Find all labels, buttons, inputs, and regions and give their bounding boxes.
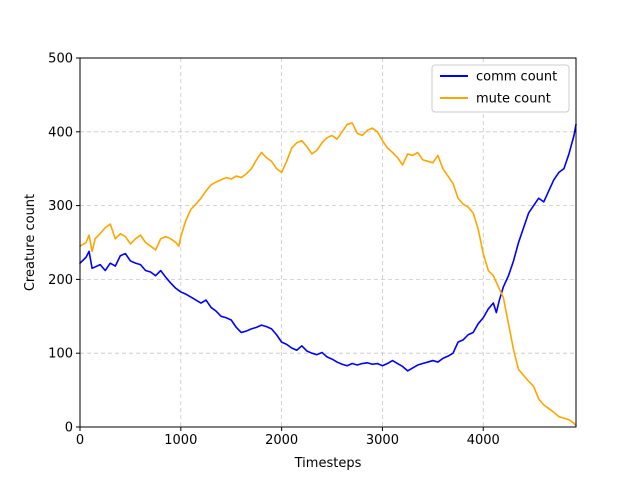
x-tick-label: 4000 bbox=[467, 433, 500, 448]
legend-label-mute-count: mute count bbox=[476, 92, 551, 107]
series-lines bbox=[79, 122, 577, 427]
grid bbox=[80, 58, 576, 427]
plot-frame bbox=[79, 57, 577, 428]
y-tick-label: 200 bbox=[48, 273, 73, 288]
axis-ticks: 0 1000 2000 3000 4000 0 100 200 300 400 500 bbox=[48, 52, 500, 449]
y-tick-label: 300 bbox=[48, 199, 73, 214]
x-tick-label: 3000 bbox=[366, 433, 399, 448]
y-tick-label: 500 bbox=[48, 52, 73, 67]
y-axis-label: Creature count bbox=[23, 194, 38, 291]
legend: comm count mute count bbox=[431, 64, 570, 113]
y-tick-label: 100 bbox=[48, 347, 73, 362]
series-line-comm-count bbox=[79, 123, 577, 372]
y-tick-label: 0 bbox=[65, 421, 73, 436]
x-tick-label: 1000 bbox=[164, 433, 197, 448]
legend-label-comm-count: comm count bbox=[476, 70, 557, 85]
y-tick-label: 400 bbox=[48, 125, 73, 140]
x-axis-label: Timesteps bbox=[294, 456, 362, 471]
series-line-mute-count bbox=[79, 122, 577, 427]
x-tick-label: 2000 bbox=[265, 433, 298, 448]
x-tick-label: 0 bbox=[76, 433, 84, 448]
plot-area bbox=[80, 58, 576, 427]
